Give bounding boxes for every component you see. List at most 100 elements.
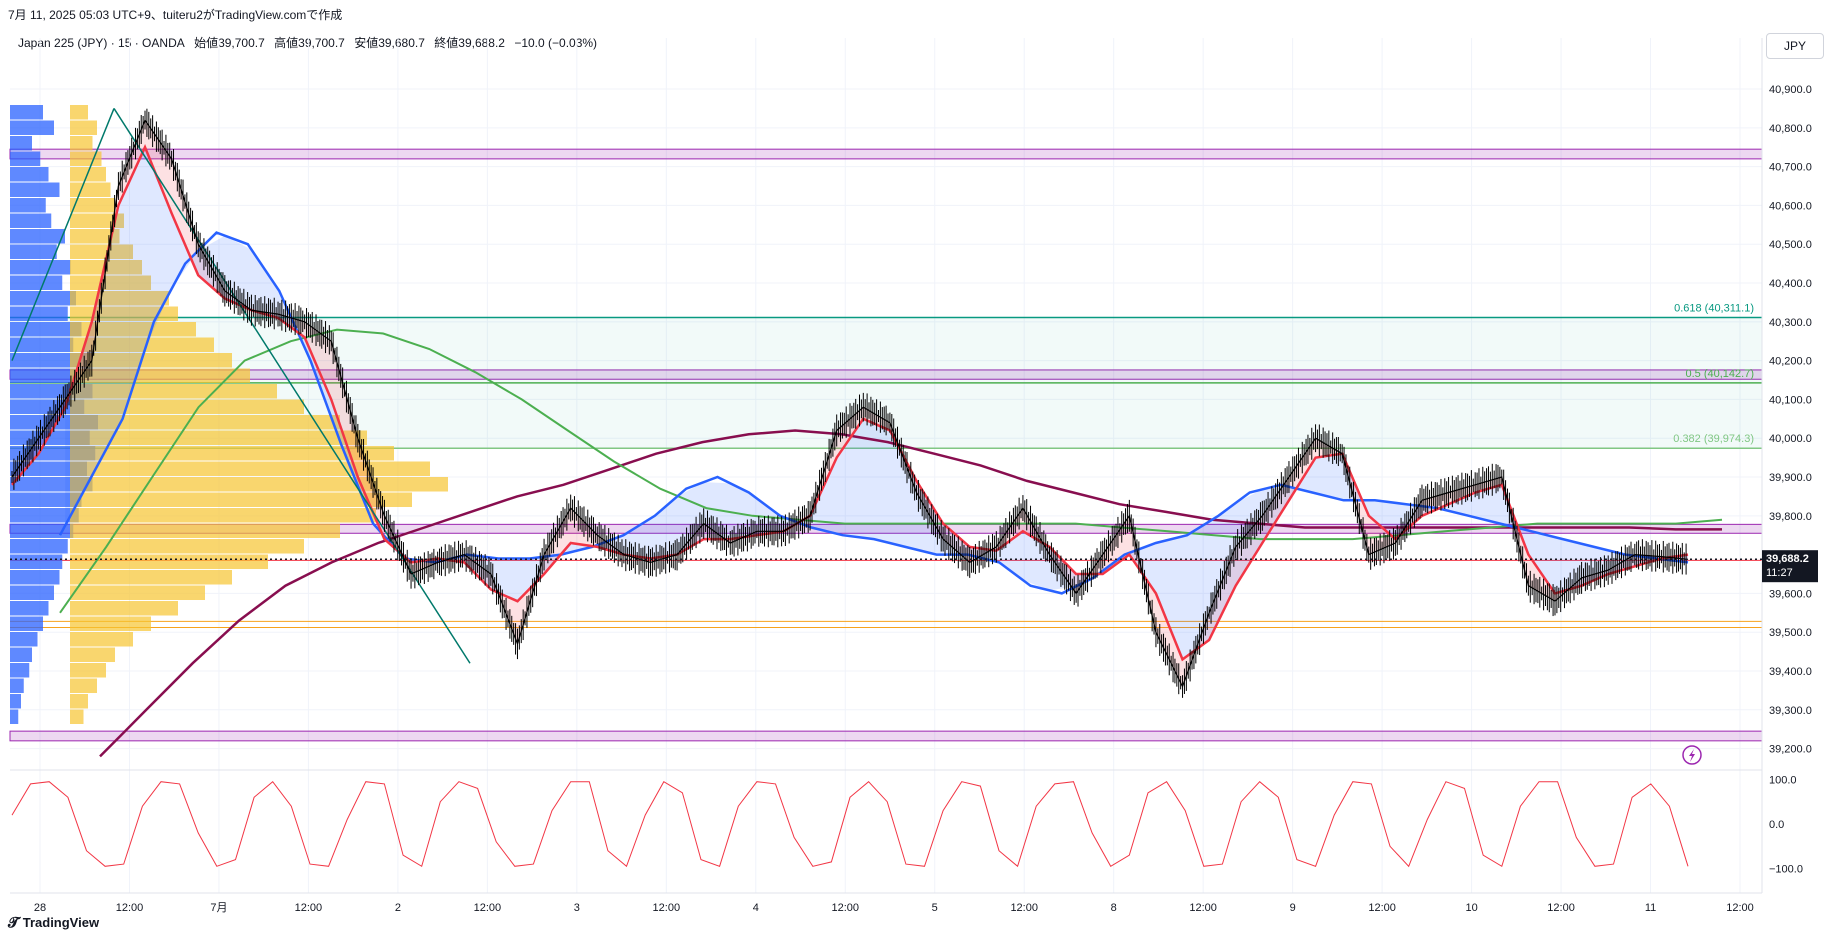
volume-profile [10, 105, 448, 724]
y-tick-label: 40,400.0 [1769, 278, 1812, 290]
volume-bar-yellow [70, 368, 250, 383]
volume-bar-yellow [70, 384, 277, 399]
volume-bar-blue [10, 229, 65, 244]
volume-bar-blue [10, 570, 60, 585]
volume-bar-blue [10, 198, 46, 213]
fast-ema-fill [12, 120, 1688, 687]
high-value: 高値39,700.7 [274, 36, 345, 50]
x-tick-label: 8 [1111, 902, 1117, 914]
volume-bar-yellow [70, 415, 340, 430]
fib-label: 0.618 (40,311.1) [1674, 303, 1754, 315]
last-price-marker: 39,688.2 11:27 [10, 550, 1818, 583]
volume-bar-blue [10, 601, 49, 616]
volume-bar-yellow [70, 105, 88, 120]
brand-name: TradingView [22, 915, 100, 930]
price-series [11, 108, 1689, 698]
volume-bar-yellow [70, 570, 232, 585]
volume-bar-blue [10, 492, 82, 507]
fib-labels: 0.618 (40,311.1) 0.5 (40,142.7) 0.382 (39,… [1673, 303, 1754, 446]
y-tick-label: 40,300.0 [1769, 317, 1812, 329]
low-value: 安値39,680.7 [354, 36, 425, 50]
x-tick-label: 7月 [210, 902, 227, 914]
volume-bar-yellow [70, 244, 133, 259]
volume-bar-blue [10, 151, 41, 166]
tradingview-footer[interactable]: 𝓣 TradingView [8, 914, 99, 931]
green-ma-line [59, 328, 1723, 614]
x-tick-label: 5 [932, 902, 938, 914]
volume-bar-yellow [70, 182, 111, 197]
volume-bar-yellow [70, 678, 97, 693]
x-tick-label: 12:00 [653, 902, 681, 914]
alert-icon[interactable] [1682, 745, 1702, 765]
osc-tick-label: −100.0 [1769, 864, 1803, 876]
volume-bar-blue [10, 523, 74, 538]
x-tick-label: 12:00 [1010, 902, 1038, 914]
long-ma-line [99, 429, 1722, 758]
x-tick-label: 3 [574, 902, 580, 914]
resistance-zone [9, 730, 1763, 742]
volume-bar-yellow [70, 554, 268, 569]
volume-bar-blue [10, 244, 57, 259]
volume-bar-yellow [70, 151, 102, 166]
last-price-box [1762, 550, 1818, 583]
currency-button[interactable]: JPY [1766, 33, 1824, 59]
x-tick-label: 12:00 [1726, 902, 1754, 914]
symbol-name[interactable]: Japan 225 (JPY) · 15 · OANDA [18, 36, 185, 50]
volume-bar-yellow [70, 585, 205, 600]
volume-bar-yellow [70, 632, 133, 647]
chart-caption: 7月 11, 2025 05:03 UTC+9、tuiteru2がTrading… [8, 8, 343, 22]
x-tick-label: 28 [34, 902, 46, 914]
x-tick-label: 11 [1645, 902, 1656, 914]
y-tick-label: 39,800.0 [1769, 511, 1812, 523]
oscillator-line [11, 780, 1689, 868]
volume-bar-yellow [70, 322, 196, 337]
volume-bar-yellow [70, 616, 151, 631]
volume-bar-blue [10, 663, 30, 678]
trend-line [11, 108, 115, 361]
volume-bar-yellow [70, 120, 97, 135]
volume-bar-blue [10, 337, 74, 352]
volume-bar-blue [10, 694, 21, 709]
volume-bar-blue [10, 105, 43, 120]
volume-bar-yellow [70, 601, 178, 616]
y-tick-label: 39,300.0 [1769, 705, 1812, 717]
countdown-label: 11:27 [1766, 567, 1793, 579]
y-tick-label: 40,700.0 [1769, 162, 1812, 174]
volume-bar-yellow [70, 229, 120, 244]
volume-bar-yellow [70, 275, 151, 290]
volume-bar-blue [10, 306, 68, 321]
y-tick-label: 39,600.0 [1769, 588, 1812, 600]
y-tick-label: 39,900.0 [1769, 472, 1812, 484]
resistance-zone [9, 148, 1763, 160]
volume-bar-blue [10, 167, 49, 182]
volume-bar-blue [10, 647, 32, 662]
x-tick-label: 12:00 [1547, 902, 1575, 914]
volume-bar-blue [10, 616, 43, 631]
osc-tick-label: 0.0 [1769, 819, 1784, 831]
volume-bar-blue [10, 554, 63, 569]
volume-bar-yellow [70, 353, 232, 368]
x-tick-label: 12:00 [831, 902, 859, 914]
volume-bar-yellow [70, 477, 448, 492]
x-tick-label: 2 [395, 902, 401, 914]
x-tick-label: 4 [753, 902, 759, 914]
volume-bar-blue [10, 260, 71, 275]
volume-bar-blue [10, 508, 79, 523]
volume-bar-yellow [70, 430, 367, 445]
volume-bar-yellow [70, 306, 178, 321]
volume-bar-yellow [70, 663, 106, 678]
fib-label: 0.382 (39,974.3) [1673, 433, 1754, 445]
volume-bar-yellow [70, 694, 88, 709]
volume-bar-yellow [70, 492, 412, 507]
volume-bar-blue [10, 539, 68, 554]
volume-bar-blue [10, 632, 38, 647]
fib-label: 0.5 (40,142.7) [1686, 368, 1755, 380]
volume-bar-yellow [70, 539, 304, 554]
volume-bar-yellow [70, 446, 394, 461]
volume-bar-yellow [70, 136, 93, 151]
volume-bar-yellow [70, 461, 430, 476]
volume-bar-blue [10, 120, 54, 135]
last-price-label: 39,688.2 [1766, 553, 1809, 565]
y-tick-label: 39,400.0 [1769, 666, 1812, 678]
